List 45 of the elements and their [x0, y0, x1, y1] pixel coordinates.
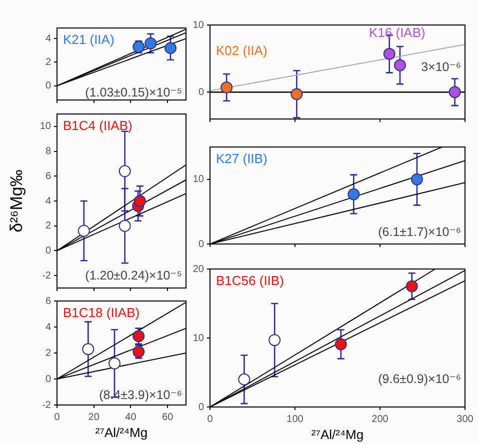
y-tick-label: 8 [45, 146, 52, 158]
y-tick-label: 6 [45, 296, 52, 307]
y-tick-label: 10 [192, 174, 204, 186]
y-tick-label: 4 [45, 33, 52, 44]
x-tick-label: 200 [372, 414, 389, 425]
series-label: K21 (IIA) [63, 32, 114, 48]
y-tick-label: 2 [45, 220, 52, 232]
y-tick-label: 0 [45, 80, 52, 92]
x-tick-label: 0 [54, 412, 60, 423]
y-tick-label: 20 [192, 264, 204, 275]
y-tick-label: -2 [42, 270, 52, 282]
y-tick-label: 4 [45, 196, 52, 207]
annotation: (1.03±0.15)×10⁻⁵ [85, 85, 182, 100]
y-tick-label: 10 [192, 332, 204, 344]
x-tick-label: 20 [88, 412, 100, 423]
series-label: K02 (IIA) [216, 43, 268, 58]
x-axis-title: ²⁷Al/²⁴Mg [311, 426, 364, 442]
annotation: 3×10⁻⁶ [421, 60, 461, 74]
y-tick-label: 10 [40, 121, 52, 132]
annotation: (1.20±0.24)×10⁻⁵ [85, 268, 182, 282]
y-tick-label: 6 [45, 170, 52, 182]
text: B1C4 (IIAB) [63, 118, 132, 134]
y-tick-label: 0 [45, 374, 52, 385]
series-label: K16 (IAB) [369, 25, 426, 40]
y-tick-label: 2 [45, 348, 52, 359]
y-tick-label: 10 [192, 20, 204, 31]
y-tick-label: 0 [45, 245, 52, 256]
x-axis-title: ²⁷Al/²⁴Mg [95, 424, 148, 440]
annotation: (6.1±1.7)×10⁻⁶ [378, 224, 461, 239]
x-tick-label: 40 [125, 412, 137, 423]
series-label: B1C18 (IIAB) [63, 305, 140, 320]
y-tick-label: 0 [198, 86, 204, 98]
y-tick-label: 2 [45, 56, 52, 68]
text: B1C56 (IIB) [216, 273, 284, 288]
y-axis-title: δ²⁶Mg‰ [6, 170, 26, 232]
y-tick-label: 0 [198, 402, 204, 413]
x-tick-label: 300 [456, 414, 474, 425]
annotation: (9.6±0.9)×10⁻⁶ [378, 372, 461, 386]
x-tick-label: 0 [207, 414, 214, 425]
x-tick-label: 100 [286, 414, 304, 425]
y-tick-label: 4 [45, 322, 52, 333]
text: K27 (IIB) [216, 151, 268, 166]
y-tick-label: 0 [198, 238, 204, 250]
x-tick-label: 60 [162, 412, 174, 423]
y-tick-label: -2 [42, 400, 52, 411]
